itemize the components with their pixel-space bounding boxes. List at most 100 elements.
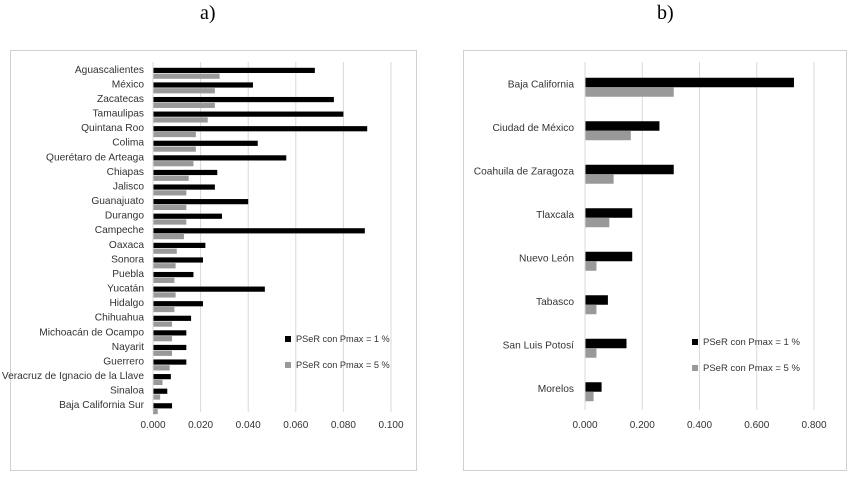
category-label: Morelos [538,384,574,395]
category-label: Quintana Roo [81,123,144,134]
bar-pmax-1 [153,184,215,190]
bar-pmax-5 [153,292,176,298]
bar-pmax-1 [153,330,187,336]
legend-swatch [285,336,291,342]
x-tick-label: 0.080 [331,420,356,431]
bar-pmax-1 [153,374,171,380]
bar-pmax-5 [153,365,170,371]
x-tick-label: 0.100 [378,420,403,431]
x-tick-label: 0.800 [801,420,826,431]
category-label: Aguascalientes [75,65,144,76]
bar-pmax-1 [585,121,660,131]
chart-b: 0.000 0.200 0.400 0.600 0.800 Baja California… [474,62,827,431]
category-label: Guerrero [103,356,144,367]
bar-pmax-1 [153,388,168,394]
bar-pmax-5 [153,117,208,123]
category-label: Zacatecas [97,94,144,105]
category-label: Durango [105,211,144,222]
legend-label: PSeR con Pmax = 5 % [296,360,390,370]
legend-swatch [692,339,698,345]
panel-b-label: b) [657,2,674,24]
bar-pmax-5 [153,379,163,386]
bar-pmax-5 [153,409,158,415]
bar-pmax-5 [153,336,173,342]
x-tick-label: 0.200 [630,420,655,431]
bar-pmax-1 [153,199,249,205]
legend-swatch [285,362,291,368]
bar-pmax-5 [153,321,173,327]
bar-pmax-1 [153,111,344,117]
bar-pmax-5 [153,350,173,356]
bar-pmax-1 [585,164,674,175]
bar-pmax-5 [153,263,176,269]
category-label: Oaxaca [109,240,144,251]
category-label: México [112,79,145,90]
bar-pmax-1 [153,286,265,292]
bar-pmax-1 [153,271,194,278]
category-label: Campeche [95,225,145,236]
bar-pmax-1 [153,126,368,132]
category-label: Guanajuato [91,196,144,207]
bar-pmax-1 [153,169,218,176]
bar-pmax-5 [153,277,175,283]
category-label: Colima [112,138,144,149]
category-label: Chihuahua [95,313,145,324]
category-label: Michoacán de Ocampo [39,327,144,338]
bar-pmax-5 [153,204,187,211]
category-label: Baja California [508,79,575,90]
legend-label: PSeR con Pmax = 5 % [703,363,800,374]
bar-pmax-5 [153,190,187,196]
x-tick-label: 0.000 [572,420,597,431]
bar-pmax-1 [153,344,187,351]
x-tick-label: 0.000 [140,420,165,431]
legend-swatch [692,365,698,371]
category-label: Nuevo León [519,253,574,264]
category-label: Baja California Sur [59,400,145,411]
bar-pmax-5 [585,130,631,141]
bar-pmax-5 [153,161,194,167]
bar-pmax-5 [585,348,597,358]
bar-pmax-1 [585,208,633,218]
bar-pmax-5 [153,394,161,400]
bar-pmax-5 [153,88,215,94]
bar-pmax-1 [585,338,627,349]
category-label: Hidalgo [109,298,144,309]
bar-pmax-1 [153,403,173,409]
category-label: Ciudad de México [492,123,574,134]
category-label: Sinaloa [110,386,144,397]
bar-pmax-1 [153,257,203,263]
bar-pmax-5 [153,248,177,254]
bar-pmax-1 [585,382,602,392]
bar-pmax-1 [153,67,315,73]
category-label: Chiapas [107,167,144,178]
category-label: Yucatán [107,284,144,295]
category-label: Sonora [111,254,144,265]
legend-label: PSeR con Pmax = 1 % [703,337,800,348]
bar-pmax-5 [585,174,614,184]
bar-pmax-5 [153,234,184,240]
bar-pmax-5 [153,73,220,79]
legend-label: PSeR con Pmax = 1 % [296,334,390,344]
category-label: Veracruz de Ignacio de la Llave [2,371,144,382]
bar-pmax-1 [153,155,287,161]
bar-pmax-1 [153,359,187,365]
x-tick-label: 0.060 [283,420,308,431]
category-label: San Luis Potosí [503,340,575,351]
category-label: Nayarit [112,342,144,353]
x-tick-label: 0.040 [236,420,261,431]
bar-pmax-5 [585,87,674,97]
category-label: Puebla [112,269,144,280]
bar-pmax-1 [153,82,253,88]
bar-pmax-1 [153,228,365,234]
panel-a-label: a) [200,2,216,24]
category-label: Coahuila de Zaragoza [474,166,575,177]
bar-pmax-1 [585,77,794,88]
category-label: Tamaulipas [92,109,144,120]
bar-pmax-1 [153,96,334,103]
bar-pmax-5 [153,102,215,108]
bar-pmax-5 [585,261,597,271]
category-label: Tabasco [536,297,574,308]
bar-pmax-5 [153,306,175,313]
category-label: Tlaxcala [536,210,574,221]
